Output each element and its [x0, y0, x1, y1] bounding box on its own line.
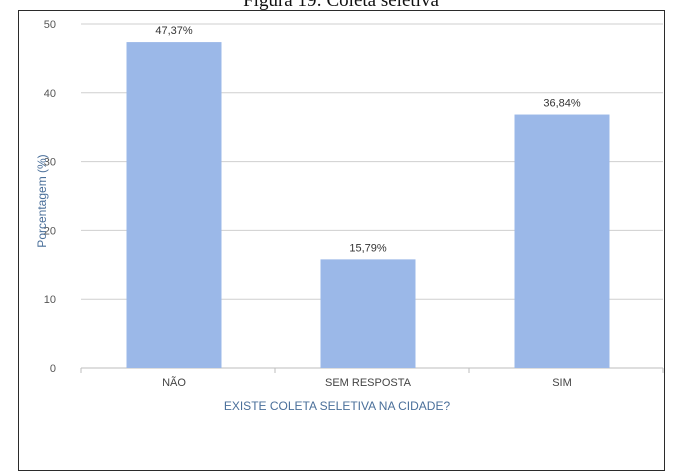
- x-axis-title: EXISTE COLETA SELETIVA NA CIDADE?: [224, 399, 451, 413]
- bar-chart: 0 10 20 30 40 50 47,37% NÃO 15,79% SEM RESPOSTA 36…: [35, 19, 664, 413]
- bar-n-o: [126, 42, 222, 369]
- x-category-label: SEM RESPOSTA: [325, 377, 412, 389]
- bar-sem-resposta: [320, 259, 416, 368]
- bars: [126, 42, 610, 369]
- data-label: 47,37%: [155, 25, 193, 37]
- data-label: 15,79%: [349, 242, 387, 254]
- x-category-label: SIM: [552, 377, 572, 389]
- y-tick-label: 10: [44, 294, 56, 306]
- y-tick-label: 40: [44, 88, 56, 100]
- chart-frame: 0 10 20 30 40 50 47,37% NÃO 15,79% SEM RESPOSTA 36…: [18, 10, 665, 471]
- data-label: 36,84%: [543, 98, 581, 110]
- y-tick-label: 20: [44, 225, 56, 237]
- y-tick-label: 50: [44, 19, 56, 31]
- labels: 0 10 20 30 40 50 47,37% NÃO 15,79% SEM RESPOSTA 36…: [44, 19, 581, 389]
- figure-caption: Figura 19: Coleta seletiva: [243, 0, 439, 11]
- bar-sim: [514, 114, 610, 368]
- y-axis-title: Porcentagem (%): [35, 154, 49, 247]
- y-tick-label: 30: [44, 157, 56, 169]
- y-tick-label: 0: [50, 363, 56, 375]
- x-category-label: NÃO: [162, 376, 186, 389]
